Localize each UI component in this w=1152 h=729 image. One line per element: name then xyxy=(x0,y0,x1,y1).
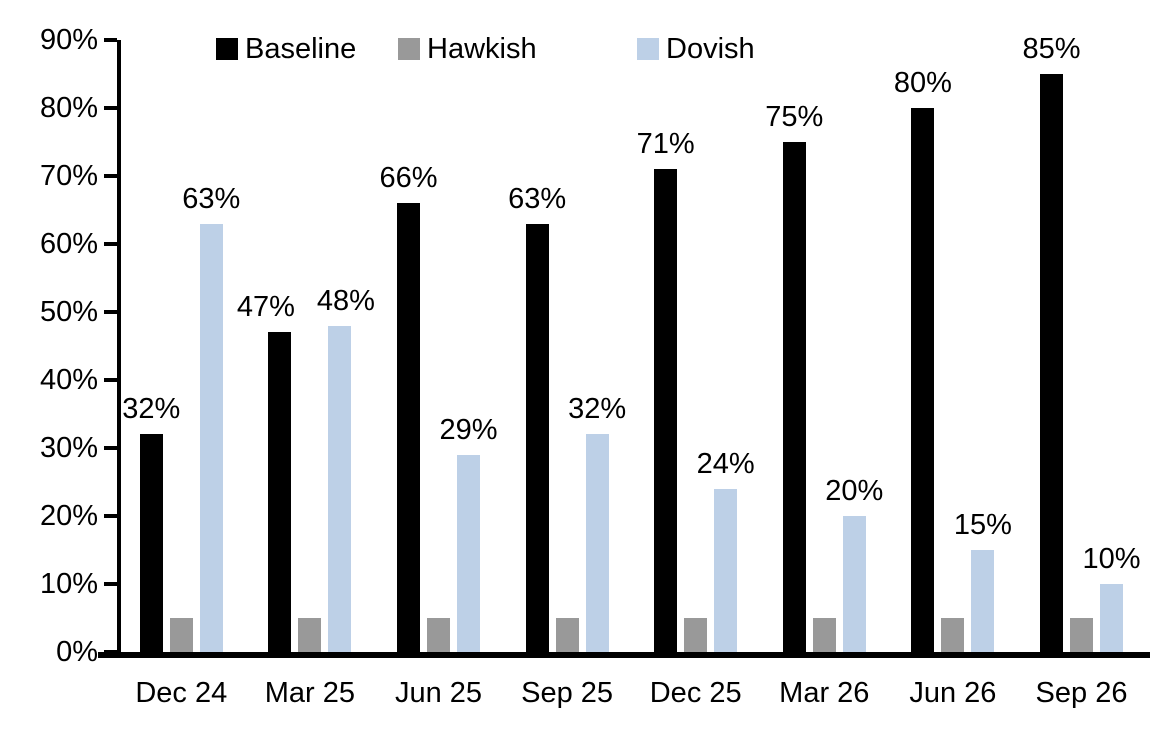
bar-label-baseline-dec-25: 71% xyxy=(636,128,695,161)
y-tick-mark xyxy=(104,446,117,450)
y-axis-line xyxy=(117,40,121,658)
bar-hawkish-mar-25 xyxy=(298,618,322,652)
x-axis-label-jun-26: Jun 26 xyxy=(909,677,997,709)
bar-label-dovish-jun-26: 15% xyxy=(953,509,1012,541)
legend-swatch-dovish xyxy=(637,38,659,60)
bar-dovish-sep-26 xyxy=(1099,584,1123,652)
y-tick-label: 50% xyxy=(39,296,98,328)
bar-label-baseline-jun-26: 80% xyxy=(893,67,952,99)
y-tick-label: 10% xyxy=(39,568,98,600)
legend-item-dovish: Dovish xyxy=(637,31,755,67)
y-tick-mark xyxy=(104,650,117,654)
bar-label-baseline-mar-26: 75% xyxy=(765,101,824,133)
bar-dovish-mar-26 xyxy=(842,516,866,652)
bar-hawkish-mar-26 xyxy=(812,618,836,652)
legend-label-dovish: Dovish xyxy=(666,33,755,65)
bar-dovish-jun-26 xyxy=(971,550,995,652)
bar-group-dec-24: 32% 63% xyxy=(117,40,246,652)
y-tick-mark xyxy=(104,582,117,586)
y-tick-label: 30% xyxy=(39,432,98,464)
bar-dovish-mar-25 xyxy=(328,325,352,652)
x-axis-label-dec-25: Dec 25 xyxy=(649,677,742,709)
y-tick-label: 0% xyxy=(56,636,98,668)
y-tick-mark xyxy=(104,174,117,178)
bar-baseline-jun-25 xyxy=(396,203,420,652)
x-axis-label-mar-25: Mar 25 xyxy=(264,677,356,709)
y-tick-mark xyxy=(104,310,117,314)
bar-dovish-jun-25 xyxy=(456,454,480,652)
y-tick-label: 70% xyxy=(39,160,98,192)
bar-label-dovish-dec-25: 24% xyxy=(696,447,755,480)
bar-label-baseline-dec-24: 32% xyxy=(122,393,181,426)
y-tick-mark xyxy=(104,378,117,382)
y-tick-mark xyxy=(104,242,117,246)
bar-group-sep-26: 85% 10% xyxy=(1017,33,1146,652)
y-tick-label: 90% xyxy=(39,24,98,56)
legend-item-baseline: Baseline xyxy=(216,31,356,67)
y-tick-label: 60% xyxy=(39,228,98,260)
legend-label-baseline: Baseline xyxy=(245,33,357,65)
bar-label-dovish-sep-26: 10% xyxy=(1082,543,1141,575)
bar-group-dec-25: 71% 24% xyxy=(631,40,760,652)
bar-group-jun-26: 80% 15% xyxy=(889,40,1018,652)
y-tick-mark xyxy=(104,106,117,110)
y-tick-label: 40% xyxy=(39,364,98,396)
bar-group-mar-26: 75% 20% xyxy=(760,40,889,652)
bar-baseline-dec-24 xyxy=(139,434,163,652)
bar-label-dovish-mar-25: 48% xyxy=(316,284,375,317)
y-tick-mark xyxy=(104,38,117,42)
bar-hawkish-jun-25 xyxy=(426,618,450,652)
bar-label-dovish-dec-24: 63% xyxy=(182,182,241,215)
legend-swatch-hawkish xyxy=(398,38,420,60)
bar-label-baseline-sep-25: 63% xyxy=(508,182,567,215)
x-axis-label-sep-25: Sep 25 xyxy=(521,677,614,709)
bar-hawkish-sep-26 xyxy=(1069,618,1093,652)
bar-group-sep-25: 63% 32% xyxy=(503,40,632,652)
bar-baseline-jun-26 xyxy=(911,108,935,652)
y-tick-label: 80% xyxy=(39,92,98,124)
y-tick-label: 20% xyxy=(39,500,98,532)
bar-baseline-sep-25 xyxy=(525,223,549,652)
bar-dovish-dec-25 xyxy=(714,488,738,652)
legend-swatch-baseline xyxy=(216,38,238,60)
bar-label-baseline-sep-26: 85% xyxy=(1022,33,1081,65)
x-axis-label-dec-24: Dec 24 xyxy=(135,677,228,709)
bar-dovish-sep-25 xyxy=(585,434,609,652)
bar-group-jun-25: 66% 29% xyxy=(374,40,503,652)
x-axis-label-mar-26: Mar 26 xyxy=(779,677,870,709)
bar-label-dovish-mar-26: 20% xyxy=(825,475,884,507)
legend-item-hawkish: Hawkish xyxy=(398,31,537,67)
bar-group-mar-25: 47% 48% xyxy=(237,40,375,652)
bar-baseline-mar-26 xyxy=(782,142,806,652)
legend-label-hawkish: Hawkish xyxy=(427,33,537,65)
bar-label-dovish-jun-25: 29% xyxy=(439,413,498,446)
x-axis-label-jun-25: Jun 25 xyxy=(394,677,483,709)
bar-label-dovish-sep-25: 32% xyxy=(568,393,627,426)
bar-baseline-dec-25 xyxy=(654,169,678,652)
bar-label-baseline-jun-25: 66% xyxy=(379,162,438,195)
y-tick-mark xyxy=(104,514,117,518)
bar-hawkish-dec-25 xyxy=(684,618,708,652)
bar-baseline-mar-25 xyxy=(268,332,292,652)
bar-dovish-dec-24 xyxy=(199,223,223,652)
plot-area: 32% 63% 47% 48% 66% 29% 63% 32% 71% 24% 75% 20% 80% 1… xyxy=(117,33,1147,652)
bar-hawkish-dec-24 xyxy=(169,618,193,652)
bar-hawkish-sep-25 xyxy=(555,618,579,652)
x-axis-label-sep-26: Sep 26 xyxy=(1035,677,1128,709)
bar-label-baseline-mar-25: 47% xyxy=(236,291,295,324)
x-axis-line xyxy=(98,652,1150,658)
bar-hawkish-jun-26 xyxy=(941,618,965,652)
bar-baseline-sep-26 xyxy=(1039,74,1063,652)
